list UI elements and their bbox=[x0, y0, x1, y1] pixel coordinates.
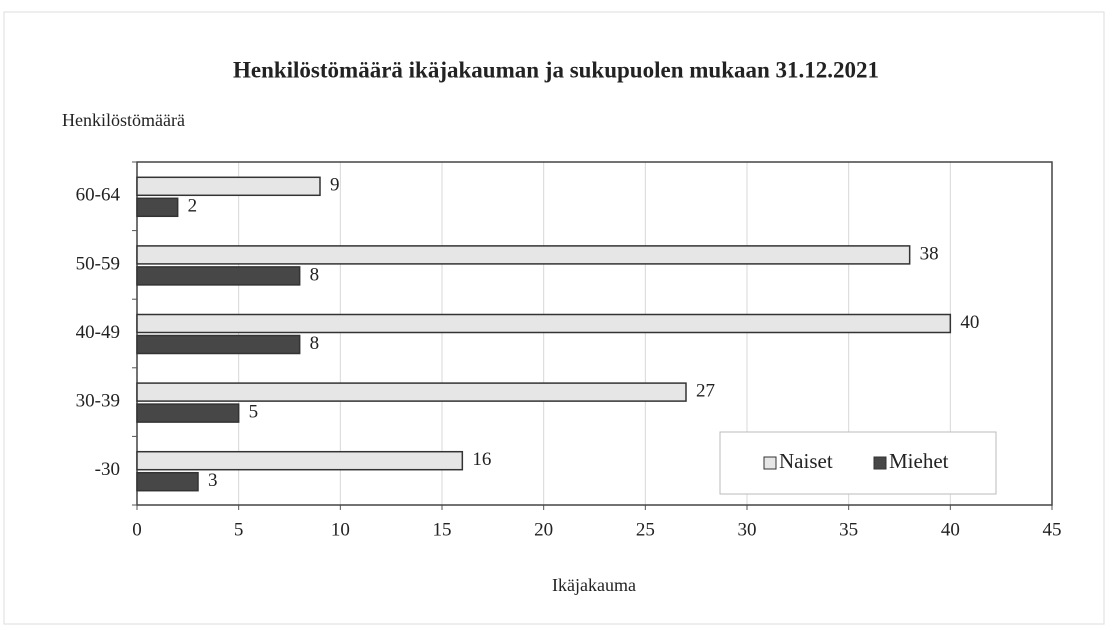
y-tick-label: 60-64 bbox=[76, 185, 121, 206]
legend-box bbox=[719, 431, 997, 495]
bar bbox=[136, 245, 911, 265]
y-tick-label: 50-59 bbox=[76, 253, 120, 274]
data-label: 38 bbox=[920, 243, 939, 264]
legend-label: Miehet bbox=[889, 449, 949, 473]
x-tick-label: 45 bbox=[1043, 519, 1062, 540]
x-tick-label: 15 bbox=[433, 519, 452, 540]
data-label: 2 bbox=[188, 196, 198, 217]
x-tick-label: 20 bbox=[534, 519, 553, 540]
legend-label: Naiset bbox=[779, 449, 833, 473]
x-tick-label: 25 bbox=[636, 519, 655, 540]
data-label: 8 bbox=[310, 264, 320, 285]
y-tick-label: 30-39 bbox=[76, 390, 120, 411]
bar bbox=[136, 403, 240, 423]
data-label: 5 bbox=[249, 401, 259, 422]
bar bbox=[136, 197, 179, 218]
chart-title: Henkilöstömäärä ikäjakauman ja sukupuole… bbox=[233, 57, 879, 82]
bar bbox=[136, 266, 301, 286]
bar bbox=[136, 334, 301, 355]
bar bbox=[136, 471, 199, 492]
x-tick-label: 0 bbox=[132, 519, 142, 540]
legend-swatch bbox=[763, 456, 777, 470]
x-tick-label: 5 bbox=[234, 519, 244, 540]
plot-frame bbox=[136, 161, 1053, 506]
y-axis-label: Henkilöstömäärä bbox=[62, 110, 185, 130]
bar bbox=[136, 313, 952, 334]
x-tick-label: 30 bbox=[738, 519, 757, 540]
y-tick-label: 40-49 bbox=[76, 322, 120, 343]
x-tick-label: 10 bbox=[331, 519, 350, 540]
legend-swatch bbox=[873, 456, 887, 470]
y-tick-label: -30 bbox=[95, 459, 120, 480]
data-label: 9 bbox=[330, 175, 340, 196]
x-axis-label: Ikäjakauma bbox=[552, 575, 636, 595]
data-label: 27 bbox=[696, 380, 715, 401]
data-label: 8 bbox=[310, 333, 320, 354]
bar bbox=[136, 382, 687, 402]
x-tick-label: 40 bbox=[941, 519, 960, 540]
data-label: 40 bbox=[960, 312, 979, 333]
data-label: 3 bbox=[208, 470, 218, 491]
bar bbox=[136, 450, 464, 471]
bar bbox=[136, 176, 321, 197]
data-label: 16 bbox=[472, 449, 491, 470]
x-tick-label: 35 bbox=[839, 519, 858, 540]
